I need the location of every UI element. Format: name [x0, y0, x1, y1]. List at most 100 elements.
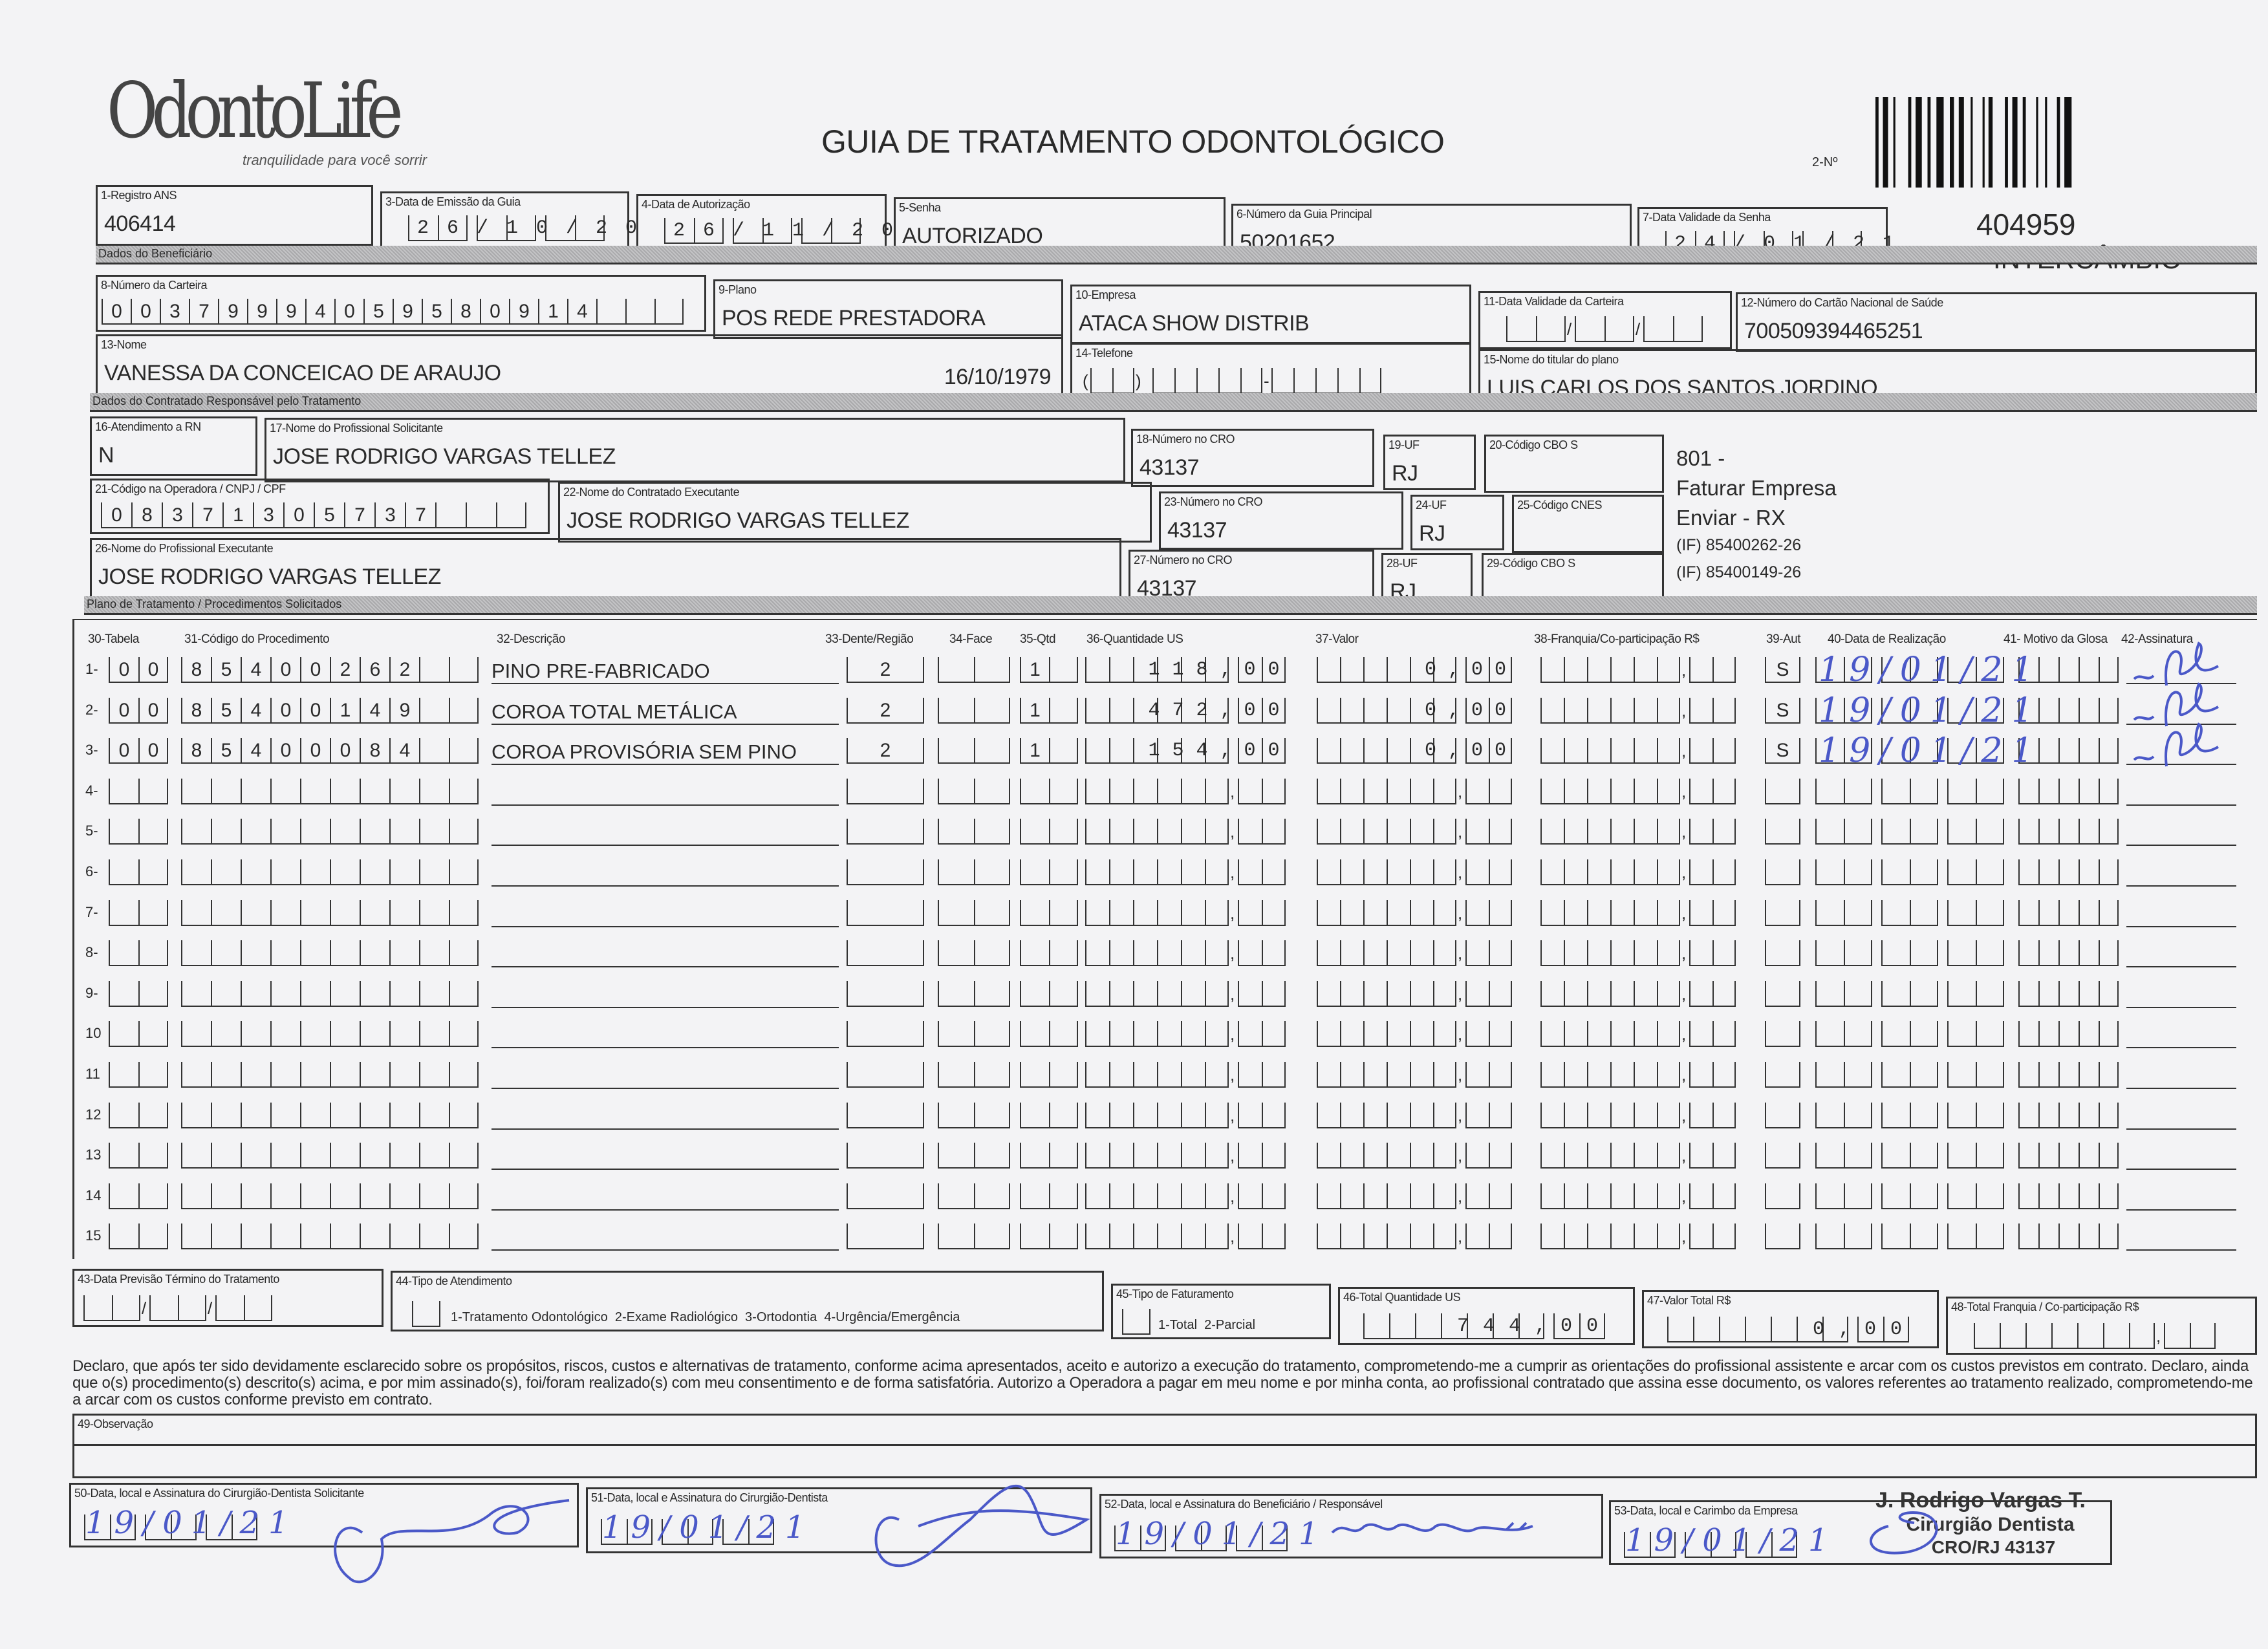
comb-cell: [1564, 980, 1587, 1007]
valor-total-comb: 0,00: [1667, 1317, 1909, 1342]
franquia-comb: ,: [1540, 1102, 1736, 1128]
comb-cell: [138, 1102, 168, 1128]
data-realizacao-comb: [1815, 819, 2004, 845]
comb-cell: [1634, 778, 1657, 804]
comb-cell: [1433, 940, 1456, 967]
comb-cell: [1797, 1317, 1822, 1342]
comb-cell: [241, 1183, 270, 1209]
field-label: 48-Total Franquia / Co-participação R$: [1951, 1300, 2139, 1313]
atendimento-rn-field: 16-Atendimento a RN N: [90, 416, 257, 476]
descricao-cell: [491, 819, 839, 846]
comb-cell: [1689, 900, 1712, 926]
comb-cell: [2018, 738, 2038, 764]
date-comb: [601, 1519, 774, 1545]
comb-cell: [330, 819, 360, 845]
comb-cell: [1910, 778, 1938, 804]
assinatura-cell: [2126, 698, 2236, 725]
comb-separator: [1938, 779, 1947, 804]
comb-cell: [1712, 1223, 1736, 1250]
comb-cell: 3: [162, 502, 192, 528]
comb-cell: [1020, 1183, 1049, 1209]
comb-cell: [1815, 657, 1844, 683]
comb-cell: [1489, 1102, 1512, 1128]
aut-comb: [1765, 778, 1800, 804]
comb-cell: [270, 1021, 300, 1048]
comb-cell: [1947, 980, 1976, 1007]
descricao-cell: [491, 859, 839, 887]
comb-cell: [211, 940, 241, 967]
comb-cell: [1910, 657, 1938, 683]
comb-cell: [1363, 819, 1387, 845]
comb-value: 0,00: [1424, 740, 1518, 762]
cro-solicitante-field: 18-Número no CRO 43137: [1131, 429, 1374, 487]
comb-cell: [1711, 1532, 1736, 1558]
comb-cell: [1465, 1183, 1489, 1209]
comb-cell: [1564, 1183, 1587, 1209]
comb-cell: [1947, 1021, 1976, 1048]
comb-separator: ,: [1681, 984, 1687, 1004]
franquia-comb: ,: [1540, 940, 1736, 967]
comb-cell: [389, 1183, 419, 1209]
glosa-comb: [2018, 940, 2119, 967]
comb-cell: [938, 697, 974, 724]
comb-cell: [1540, 1102, 1564, 1128]
comb-cell: [1467, 1313, 1493, 1339]
comb-cell: [1157, 900, 1181, 926]
dente-comb: 2: [847, 697, 924, 724]
qtd-us-comb: ,: [1085, 1102, 1286, 1128]
comb-cell: [1564, 1102, 1587, 1128]
comb-cell: [1976, 1102, 2004, 1128]
procedure-row: 1- 0 0 8 5 4 0 0 2 6 2 2 1 118,00 0,00, S PINO PRE-FA…: [0, 641, 2236, 688]
barcode-bar: [2005, 97, 2008, 188]
row-number: 3-: [85, 742, 98, 759]
comb-cell: [1765, 1223, 1800, 1250]
comb-cell: 5: [422, 299, 451, 325]
valor-comb: 0,00: [1317, 697, 1512, 724]
comb-cell: [1387, 738, 1410, 764]
comb-cell: [1689, 1021, 1712, 1048]
glosa-comb: [2018, 819, 2119, 845]
comb-separator: ,: [2156, 1326, 2161, 1346]
comb-cell: [2099, 1223, 2119, 1250]
assinatura-cell: [2126, 940, 2236, 968]
comb-cell: [1389, 1313, 1415, 1339]
comb-cell: [1947, 657, 1976, 683]
comb-cell: [232, 1514, 257, 1540]
assinatura-cell: [2126, 1021, 2236, 1049]
comb-separator: ,: [1458, 943, 1463, 964]
header-descricao: 32-Descrição: [497, 632, 565, 646]
dente-comb: [847, 980, 924, 1007]
comb-cell: [2038, 1102, 2058, 1128]
comb-cell: [1181, 1062, 1205, 1088]
comb-separator: [1938, 859, 1947, 885]
comb-cell: [330, 900, 360, 926]
tipo-atendimento-comb: [412, 1301, 440, 1327]
comb-cell: [171, 1514, 197, 1540]
comb-cell: [1133, 778, 1157, 804]
comb-cell: [1657, 1102, 1680, 1128]
signature-solicitante: [334, 1499, 570, 1584]
note-if-1: (IF) 85400262-26: [1676, 536, 1802, 554]
procedure-row: 4-,,,: [0, 775, 2236, 807]
qtd-us-comb: ,: [1085, 1143, 1286, 1169]
comb-cell: [1765, 1143, 1800, 1169]
comb-cell: [1634, 1183, 1657, 1209]
comb-cell: [1433, 900, 1456, 926]
comb-cell: [1634, 1021, 1657, 1048]
section-title: Plano de Tratamento / Procedimentos Soli…: [87, 598, 342, 610]
comb-separator: [1938, 900, 1947, 926]
comb-cell: [1387, 1021, 1410, 1048]
dente-comb: 2: [847, 738, 924, 764]
comb-cell: 7: [344, 502, 374, 528]
comb-cell: [389, 1223, 419, 1250]
solicitante-field: 17-Nome do Profissional Solicitante JOSE …: [265, 418, 1125, 482]
comb-cell: [419, 738, 449, 764]
qtd-comb: [1020, 819, 1078, 845]
comb-cell: [847, 859, 924, 885]
comb-cell: [1540, 1183, 1564, 1209]
comb-cell: [181, 1062, 211, 1088]
carimbo-empresa-box: 53-Data, local e Carimbo da Empresa 19/0…: [1609, 1500, 2112, 1565]
comb-cell: [1634, 1223, 1657, 1250]
comb-cell: 4: [360, 697, 389, 724]
